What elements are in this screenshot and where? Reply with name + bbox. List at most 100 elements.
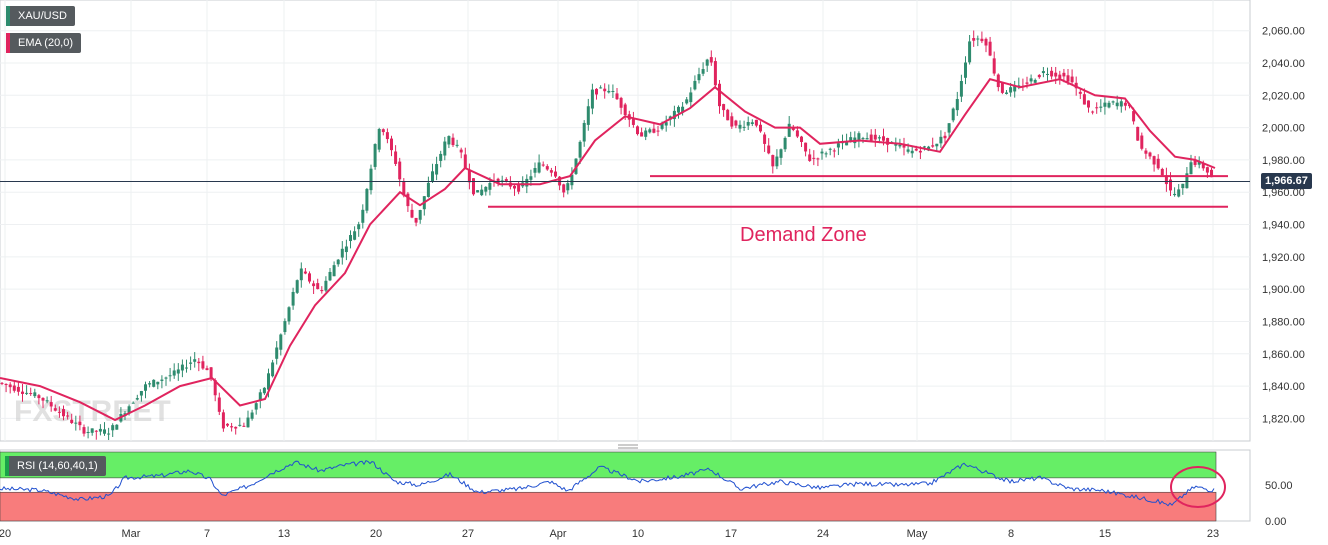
candle-body <box>398 161 402 180</box>
candle <box>144 381 147 399</box>
candle-body <box>377 129 381 150</box>
candle <box>1000 82 1004 95</box>
candle-body <box>21 391 24 394</box>
candle-body <box>738 124 742 129</box>
candle <box>45 396 49 404</box>
candle-body <box>943 135 947 139</box>
candle <box>1054 66 1058 85</box>
candle <box>730 112 734 129</box>
candle <box>29 387 33 396</box>
y-tick-label: 1,900.00 <box>1262 284 1305 296</box>
candle-body <box>984 38 988 46</box>
candle-body <box>1156 158 1160 169</box>
candle-body <box>820 151 824 154</box>
candle <box>254 401 258 415</box>
candle <box>406 192 410 212</box>
candle-body <box>923 146 926 148</box>
candle-body <box>1078 91 1082 94</box>
candle-body <box>636 126 639 135</box>
candle-body <box>599 87 603 89</box>
candle-body <box>1193 159 1197 165</box>
candle-body <box>631 118 635 125</box>
ema-legend[interactable]: EMA (20,0) <box>6 33 82 53</box>
candle <box>164 376 168 386</box>
candle-body <box>1066 75 1070 82</box>
candle-body <box>205 368 209 371</box>
candle-body <box>78 421 82 426</box>
candle-body <box>480 189 484 196</box>
candle <box>262 387 266 395</box>
candle <box>619 96 623 115</box>
candle-body <box>734 120 738 126</box>
candle-body <box>262 387 266 394</box>
candle-body <box>1046 73 1049 75</box>
x-tick-label: Mar <box>122 528 141 540</box>
candle-body <box>648 129 652 133</box>
candle <box>385 128 389 144</box>
candle-body <box>484 186 488 192</box>
candle-body <box>947 123 951 133</box>
candle <box>8 382 12 394</box>
symbol-color-swatch <box>6 6 10 26</box>
candle <box>685 96 689 105</box>
rsi-y-tick-label: 0.00 <box>1265 516 1286 528</box>
candle <box>291 287 295 310</box>
candle-body <box>279 334 283 350</box>
candle <box>869 129 873 143</box>
rsi-oversold-zone <box>0 491 1217 522</box>
rsi-highlight-circle <box>1170 466 1226 508</box>
candle-body <box>172 370 176 376</box>
candle-body <box>754 119 758 126</box>
candle-body <box>759 124 762 132</box>
candle-body <box>644 130 648 137</box>
candle <box>1185 167 1189 189</box>
rsi-legend[interactable]: RSI (14,60,40,1) <box>5 456 106 476</box>
candle-body <box>447 136 451 145</box>
candle-body <box>857 133 861 141</box>
candle-body <box>832 150 836 152</box>
candle-body <box>472 178 475 195</box>
candle <box>1119 98 1123 113</box>
candle-body <box>1144 150 1148 154</box>
candle <box>1140 132 1144 151</box>
candle <box>910 146 914 158</box>
candle-body <box>533 168 537 173</box>
symbol-legend[interactable]: XAU/USD <box>6 6 75 26</box>
candle <box>554 166 557 178</box>
candle <box>70 413 74 425</box>
candle <box>800 135 803 148</box>
candle <box>968 34 972 65</box>
candle-body <box>193 359 197 362</box>
candle <box>201 355 205 370</box>
candle <box>541 161 545 167</box>
candle-body <box>439 153 443 161</box>
candle-body <box>955 99 959 111</box>
candle <box>390 135 393 157</box>
candle-body <box>390 138 393 151</box>
candle <box>1050 66 1054 80</box>
candle <box>955 91 959 116</box>
candle <box>816 157 820 167</box>
candle-body <box>914 148 918 151</box>
candle <box>746 116 750 131</box>
candle <box>615 87 619 100</box>
candle <box>533 162 537 178</box>
candle <box>845 133 849 146</box>
candle <box>21 384 24 402</box>
candle-body <box>554 171 557 177</box>
candle <box>107 427 111 441</box>
candle <box>332 261 336 277</box>
candle-body <box>894 143 898 146</box>
candle <box>1099 99 1103 113</box>
candle-body <box>246 417 250 428</box>
candle-body <box>664 122 668 126</box>
candle <box>234 426 238 435</box>
y-tick-label: 1,920.00 <box>1262 252 1305 264</box>
candle-body <box>1177 189 1181 197</box>
candle <box>185 359 188 373</box>
candle-body <box>500 180 504 182</box>
candle-body <box>488 183 492 190</box>
candle <box>1181 183 1185 195</box>
candle-body <box>410 209 414 218</box>
candle-body <box>353 231 357 240</box>
